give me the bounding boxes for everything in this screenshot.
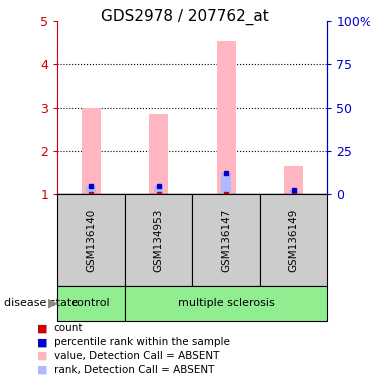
Text: percentile rank within the sample: percentile rank within the sample xyxy=(54,337,229,347)
Text: multiple sclerosis: multiple sclerosis xyxy=(178,298,275,308)
Bar xyxy=(57,194,125,286)
Bar xyxy=(154,186,164,194)
Text: GDS2978 / 207762_at: GDS2978 / 207762_at xyxy=(101,8,269,25)
Text: GSM136147: GSM136147 xyxy=(221,208,231,272)
Bar xyxy=(149,114,168,194)
Text: ■: ■ xyxy=(37,337,48,347)
Text: ■: ■ xyxy=(37,365,48,375)
Text: value, Detection Call = ABSENT: value, Detection Call = ABSENT xyxy=(54,351,219,361)
Bar xyxy=(221,173,231,194)
Bar xyxy=(125,286,327,321)
Bar xyxy=(125,194,192,286)
Text: disease state: disease state xyxy=(4,298,78,308)
Bar xyxy=(192,194,260,286)
Text: GSM136149: GSM136149 xyxy=(289,208,299,272)
Bar xyxy=(289,190,299,194)
Text: control: control xyxy=(72,298,110,308)
Text: ■: ■ xyxy=(37,351,48,361)
Text: count: count xyxy=(54,323,83,333)
Bar xyxy=(82,108,101,194)
Text: GSM134953: GSM134953 xyxy=(154,208,164,272)
Bar xyxy=(57,286,125,321)
Bar xyxy=(284,166,303,194)
Bar xyxy=(86,186,96,194)
Bar xyxy=(217,41,236,194)
Text: rank, Detection Call = ABSENT: rank, Detection Call = ABSENT xyxy=(54,365,214,375)
Text: ▶: ▶ xyxy=(48,297,57,310)
Bar xyxy=(260,194,327,286)
Text: GSM136140: GSM136140 xyxy=(86,209,96,271)
Text: ■: ■ xyxy=(37,323,48,333)
